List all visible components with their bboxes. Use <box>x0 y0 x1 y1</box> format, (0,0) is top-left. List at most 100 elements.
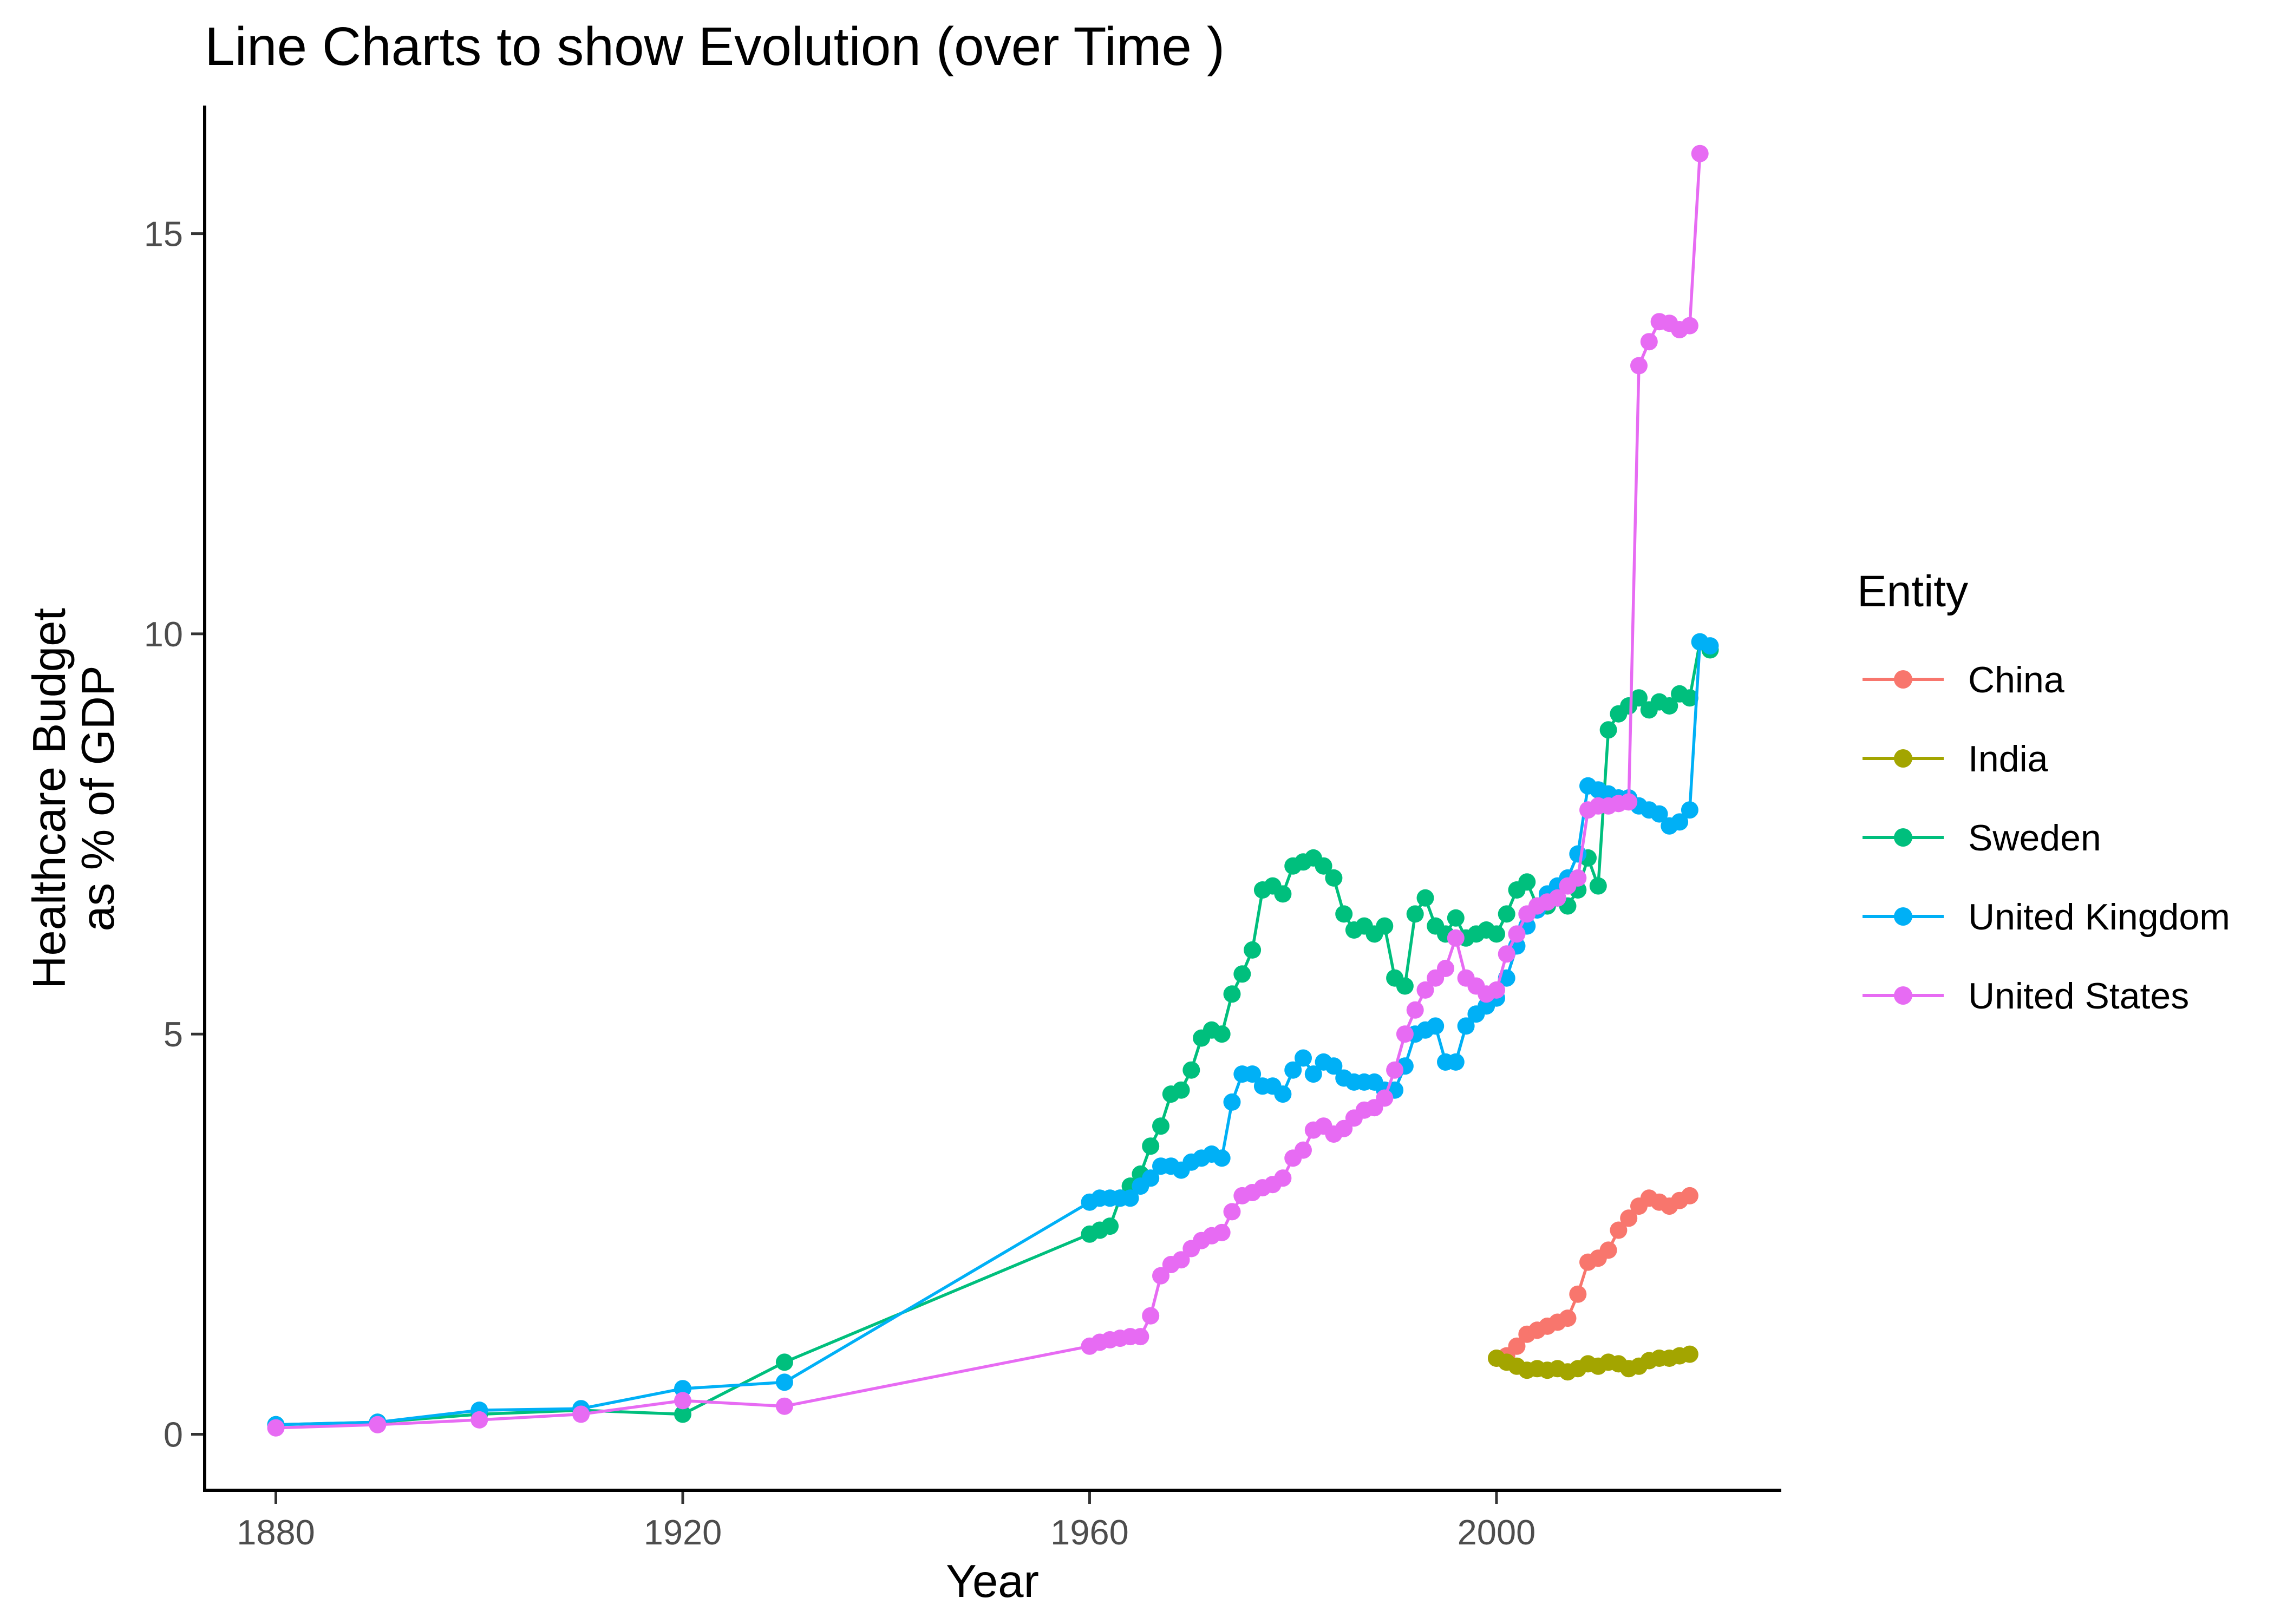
data-point <box>1437 959 1454 977</box>
data-point <box>1498 945 1515 963</box>
y-tick-label: 15 <box>144 214 183 254</box>
data-point <box>1620 1209 1638 1227</box>
data-point <box>674 1380 691 1398</box>
data-point <box>1569 869 1587 887</box>
data-point <box>1142 1137 1160 1155</box>
data-point <box>1650 805 1668 823</box>
data-point <box>1681 689 1698 707</box>
chart-title: Line Charts to show Evolution (over Time… <box>205 16 1225 77</box>
data-point <box>1661 697 1678 715</box>
data-point <box>1304 1065 1322 1083</box>
data-point <box>369 1416 387 1433</box>
y-axis-title: Healthcare Budget as % of GDP <box>24 608 124 989</box>
data-point <box>1691 145 1709 162</box>
data-point <box>1396 977 1414 995</box>
legend-item-sweden: Sweden <box>1863 817 2101 859</box>
y-tick-label: 5 <box>164 1014 183 1054</box>
y-tick-label: 0 <box>164 1415 183 1454</box>
data-point <box>1416 981 1434 999</box>
data-point <box>1681 801 1698 819</box>
data-point <box>1213 1223 1231 1241</box>
legend-label: China <box>1968 659 2064 700</box>
data-point <box>1274 885 1292 903</box>
data-point <box>1325 1057 1343 1075</box>
data-point <box>1386 1061 1404 1079</box>
data-point <box>1223 985 1241 1003</box>
data-point <box>775 1373 793 1391</box>
data-point <box>1101 1217 1119 1235</box>
data-point <box>1569 845 1587 863</box>
data-point <box>1559 1309 1577 1327</box>
data-point <box>1457 1017 1475 1035</box>
data-point <box>674 1405 691 1423</box>
x-axis-ticks: 1880 1920 1960 2000 <box>237 1492 1535 1552</box>
legend-key-point <box>1894 986 1912 1005</box>
legend-item-china: China <box>1863 659 2064 700</box>
data-point <box>1630 357 1648 375</box>
data-point <box>267 1419 285 1437</box>
data-point <box>1681 1345 1698 1363</box>
series-layer <box>267 145 1719 1437</box>
data-point <box>1152 1267 1169 1285</box>
data-point <box>1223 1093 1241 1111</box>
data-point <box>1447 1053 1465 1071</box>
data-point <box>1172 1081 1190 1099</box>
data-point <box>1498 905 1515 923</box>
y-axis-title-line-1: Healthcare Budget <box>24 608 75 989</box>
data-point <box>1681 1187 1698 1204</box>
y-axis-title-line-2: as % of GDP <box>73 665 124 931</box>
data-point <box>1376 1089 1394 1107</box>
data-point <box>1284 1061 1302 1079</box>
legend-label: United States <box>1968 975 2189 1017</box>
legend-items: China India Sweden United Kingdom United Sta… <box>1863 659 2230 1017</box>
data-point <box>1681 317 1698 335</box>
data-point <box>1376 917 1394 935</box>
legend-label: India <box>1968 738 2048 780</box>
data-point <box>1406 905 1424 923</box>
legend-label: Sweden <box>1968 817 2101 859</box>
data-point <box>1152 1117 1169 1135</box>
legend: Entity China India Sweden United Kingdom Uni… <box>1857 567 2230 1017</box>
data-point <box>1295 1141 1312 1159</box>
data-point <box>1599 1241 1617 1259</box>
legend-label: United Kingdom <box>1968 896 2230 938</box>
data-point <box>1396 1025 1414 1043</box>
x-tick-label: 2000 <box>1458 1512 1536 1552</box>
data-point <box>1427 1017 1445 1035</box>
data-point <box>1548 889 1566 907</box>
y-axis-ticks: 0 5 10 15 <box>144 214 203 1454</box>
data-point <box>1172 1251 1190 1269</box>
legend-title: Entity <box>1857 567 1968 616</box>
data-point <box>1508 1337 1526 1355</box>
series-china <box>1488 1187 1698 1367</box>
data-point <box>1518 873 1536 891</box>
x-tick-label: 1960 <box>1050 1512 1129 1552</box>
data-point <box>572 1405 590 1423</box>
legend-item-united-states: United States <box>1863 975 2189 1017</box>
data-point <box>775 1397 793 1415</box>
x-tick-label: 1920 <box>644 1512 722 1552</box>
data-point <box>1640 333 1658 351</box>
data-point <box>471 1411 488 1429</box>
data-point <box>1488 925 1505 943</box>
data-point <box>1213 1025 1231 1043</box>
data-point <box>1406 1001 1424 1019</box>
data-point <box>1142 1307 1160 1325</box>
data-point <box>1447 929 1465 947</box>
data-point <box>1213 1149 1231 1167</box>
legend-item-united-kingdom: United Kingdom <box>1863 896 2230 938</box>
data-point <box>1132 1328 1149 1346</box>
series-united-states <box>267 145 1709 1437</box>
data-point <box>1244 941 1262 959</box>
legend-item-india: India <box>1863 738 2048 780</box>
data-point <box>1620 793 1638 811</box>
data-point <box>1610 1221 1628 1239</box>
data-point <box>1274 1169 1292 1187</box>
data-point <box>1121 1189 1139 1207</box>
data-point <box>1599 721 1617 739</box>
legend-key-point <box>1894 828 1912 847</box>
x-axis-title: Year <box>946 1556 1039 1607</box>
data-point <box>1335 905 1353 923</box>
data-point <box>1569 1285 1587 1303</box>
data-point <box>1274 1085 1292 1103</box>
